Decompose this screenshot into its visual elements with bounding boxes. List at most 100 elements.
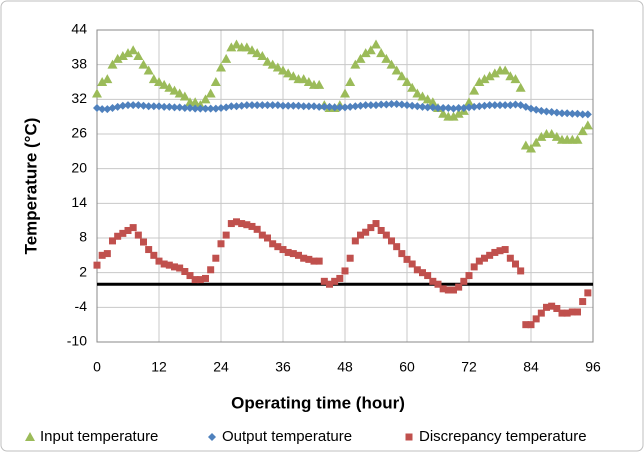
point: [243, 221, 251, 229]
point: [295, 251, 302, 259]
point: [429, 277, 437, 285]
y-tick-label: 8: [79, 229, 87, 245]
point: [279, 101, 287, 110]
point: [413, 266, 421, 274]
point: [460, 277, 468, 285]
point: [572, 134, 583, 144]
point: [563, 309, 571, 317]
point: [114, 232, 122, 240]
point: [527, 321, 535, 329]
point: [450, 286, 457, 294]
point: [205, 88, 216, 98]
point: [97, 77, 108, 86]
point: [257, 51, 268, 60]
point: [398, 250, 406, 258]
point: [154, 77, 164, 86]
point: [465, 103, 473, 112]
point: [532, 315, 540, 323]
point: [233, 218, 240, 226]
point: [304, 102, 313, 111]
point: [558, 109, 566, 118]
point: [408, 101, 417, 110]
point: [336, 274, 344, 282]
point: [537, 309, 545, 317]
point: [117, 51, 128, 60]
point: [402, 77, 412, 86]
point: [289, 101, 298, 110]
point: [346, 102, 355, 111]
point: [464, 97, 474, 107]
point: [500, 65, 511, 75]
point: [382, 100, 391, 109]
plot-border: [96, 29, 594, 343]
point: [475, 102, 484, 111]
point: [226, 42, 237, 52]
point: [326, 280, 333, 288]
point: [247, 45, 257, 55]
point: [149, 102, 158, 111]
point: [93, 104, 101, 112]
point: [133, 51, 144, 60]
point: [391, 65, 402, 75]
point: [155, 257, 163, 265]
point: [439, 285, 447, 293]
point: [537, 106, 546, 115]
point: [202, 274, 209, 282]
point: [107, 59, 118, 69]
point: [179, 91, 190, 101]
point: [408, 260, 416, 268]
x-tick-label: 96: [585, 359, 601, 375]
point: [222, 231, 230, 239]
point: [355, 53, 366, 63]
point: [396, 71, 407, 81]
point: [274, 243, 282, 251]
point: [181, 268, 189, 276]
point: [392, 99, 401, 108]
point: [506, 254, 514, 262]
point: [459, 104, 468, 112]
point: [140, 238, 147, 246]
point: [212, 254, 220, 262]
x-tick-label: 60: [399, 359, 415, 375]
y-tick-label: 44: [71, 21, 87, 37]
point: [273, 101, 282, 110]
point: [103, 250, 111, 258]
point: [191, 276, 199, 284]
point: [231, 39, 242, 49]
point: [490, 101, 499, 110]
point: [310, 257, 318, 265]
point: [284, 101, 293, 110]
point: [361, 101, 370, 110]
point: [351, 102, 360, 111]
point: [532, 105, 541, 114]
point: [320, 277, 328, 285]
y-tick-label: 26: [71, 125, 87, 141]
point: [279, 246, 287, 254]
point: [470, 263, 478, 271]
legend-marker: [25, 432, 35, 441]
point: [439, 104, 448, 112]
point: [340, 88, 350, 98]
x-tick-label: 12: [151, 359, 167, 375]
point: [542, 107, 551, 116]
point: [232, 102, 241, 111]
point: [289, 250, 297, 258]
point: [196, 276, 204, 284]
point: [112, 53, 123, 63]
point: [264, 234, 271, 242]
x-tick-label: 36: [275, 359, 291, 375]
point: [145, 246, 153, 254]
point: [366, 101, 375, 110]
point: [258, 101, 267, 110]
legend-marker: [208, 433, 216, 441]
point: [386, 59, 397, 69]
point: [169, 85, 180, 95]
point: [568, 308, 576, 316]
point: [365, 45, 376, 55]
point: [284, 248, 292, 256]
point: [397, 100, 406, 109]
y-tick-label: 2: [79, 263, 87, 279]
point: [310, 102, 318, 111]
point: [186, 272, 194, 280]
